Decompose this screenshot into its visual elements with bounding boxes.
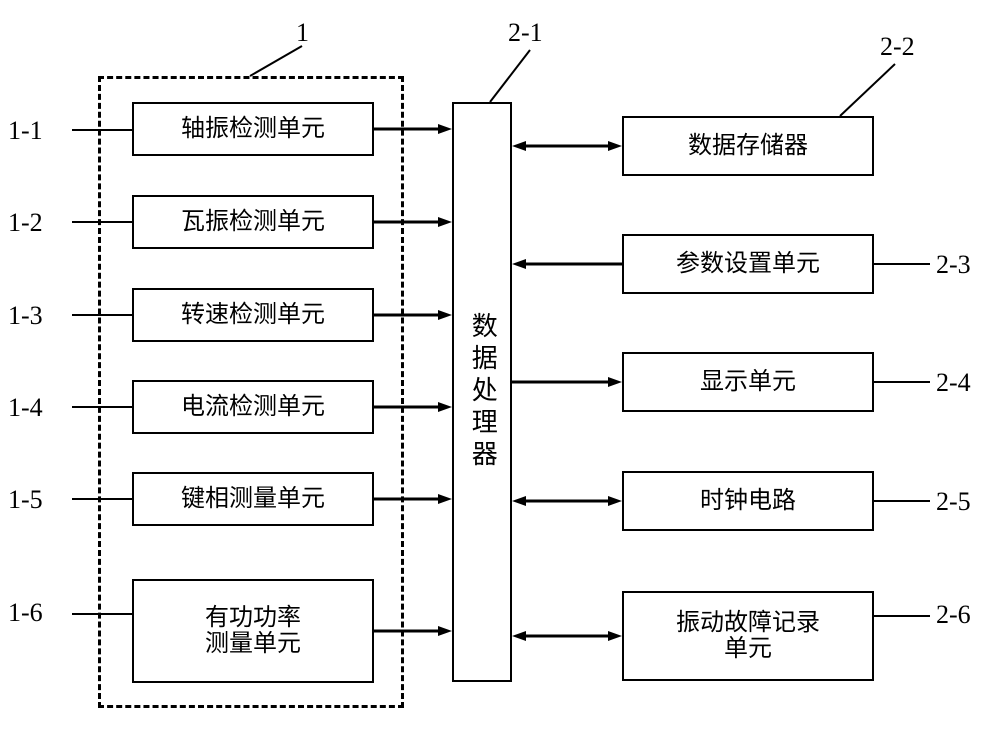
connector-arrow [0,0,1000,749]
diagram-canvas: 1数据处理器2-1轴振检测单元1-1瓦振检测单元1-2转速检测单元1-3电流检测… [0,0,1000,749]
